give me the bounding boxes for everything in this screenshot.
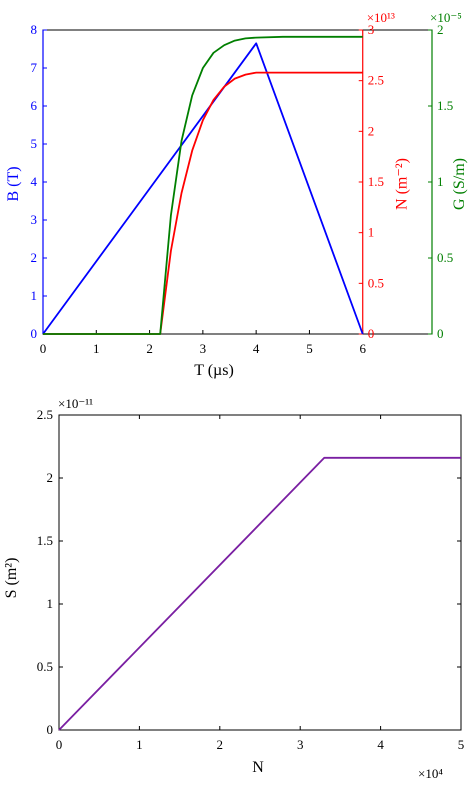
x-tick-label-2: 0 — [56, 737, 63, 752]
x-tick-label-2: 3 — [297, 737, 304, 752]
x-tick-label: 6 — [359, 341, 366, 356]
y-exponent-2: ×10⁻¹¹ — [58, 396, 93, 411]
series-line-g — [43, 35, 363, 335]
series-line-s — [58, 456, 461, 731]
x-tick-label: 5 — [306, 341, 313, 356]
y-tick-label-b: 4 — [31, 174, 38, 189]
y-tick-label-2: 0 — [47, 722, 54, 737]
y-tick-label-2: 0.5 — [37, 659, 53, 674]
y-tick-label-b: 1 — [31, 288, 38, 303]
y-tick-label-b: 2 — [31, 250, 38, 265]
y-axis-label-2: S (m²) — [3, 558, 20, 599]
y-tick-label-2: 2 — [47, 470, 54, 485]
y-tick-label-g: 2 — [437, 22, 444, 37]
y-axis-label-b: B (T) — [5, 166, 22, 201]
y-tick-label-b: 0 — [31, 326, 38, 341]
y-axis-label-n: N (m⁻²) — [394, 158, 411, 210]
x-tick-label: 1 — [93, 341, 100, 356]
y-tick-label-2: 1 — [47, 596, 54, 611]
x-tick-label-2: 4 — [377, 737, 384, 752]
x-tick-label-2: 1 — [136, 737, 143, 752]
y-tick-label-b: 8 — [31, 22, 38, 37]
exponent-n: ×10¹³ — [367, 10, 395, 25]
y-tick-label-n: 2 — [368, 123, 375, 138]
y-tick-label-n: 1.5 — [368, 174, 384, 189]
y-tick-label-n: 0 — [368, 326, 375, 341]
x-tick-label: 4 — [253, 341, 260, 356]
x-tick-label-2: 2 — [217, 737, 224, 752]
series-line-n — [43, 71, 363, 335]
x-axis-label: T (µs) — [194, 362, 234, 379]
y-tick-label-n: 3 — [368, 22, 375, 37]
y-axis-label-g: G (S/m) — [451, 158, 468, 210]
x-exponent-2: ×10⁴ — [418, 766, 443, 781]
x-tick-label: 3 — [200, 341, 207, 356]
y-tick-label-2: 1.5 — [37, 533, 53, 548]
y-tick-label-b: 6 — [31, 98, 38, 113]
y-tick-label-g: 1 — [437, 174, 444, 189]
y-tick-label-n: 1 — [368, 225, 375, 240]
y-tick-label-g: 1.5 — [437, 98, 453, 113]
y-tick-label-g: 0 — [437, 326, 444, 341]
y-tick-label-b: 5 — [31, 136, 38, 151]
exponent-g: ×10⁻⁵ — [430, 10, 462, 25]
x-tick-label: 2 — [146, 341, 153, 356]
y-tick-label-n: 2.5 — [368, 73, 384, 88]
x-axis-label-2: N — [252, 759, 264, 776]
y-tick-label-g: 0.5 — [437, 250, 453, 265]
plot-frame-2 — [58, 414, 462, 731]
y-tick-label-b: 3 — [31, 212, 38, 227]
y-tick-label-n: 0.5 — [368, 275, 384, 290]
y-tick-label-2: 2.5 — [37, 407, 53, 422]
x-tick-label-2: 5 — [458, 737, 465, 752]
y-tick-label-b: 7 — [31, 60, 38, 75]
series-line-b — [42, 42, 364, 335]
x-tick-label: 0 — [40, 341, 47, 356]
